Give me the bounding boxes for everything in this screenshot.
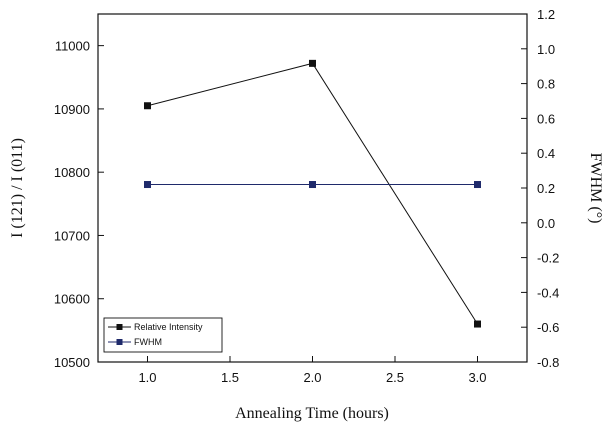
y-axis-left-title: I (121) / I (011) xyxy=(9,138,26,238)
y-right-tick-label: 0.0 xyxy=(537,216,555,231)
y-right-tick-label: 0.4 xyxy=(537,146,555,161)
y-left-tick-label: 10800 xyxy=(54,165,90,180)
data-point-fwhm xyxy=(474,181,481,189)
legend-label-relative-intensity: Relative Intensity xyxy=(134,322,203,332)
data-point-relative-intensity xyxy=(474,320,481,328)
data-point-fwhm xyxy=(144,181,151,189)
x-tick-label: 3.0 xyxy=(468,370,486,385)
x-tick-label: 2.5 xyxy=(386,370,404,385)
x-axis-title: Annealing Time (hours) xyxy=(235,405,389,422)
x-tick-label: 1.0 xyxy=(138,370,156,385)
y-right-tick-label: 1.0 xyxy=(537,42,555,57)
y-left-tick-label: 10900 xyxy=(54,102,90,117)
y-right-tick-label: -0.4 xyxy=(537,285,559,300)
y-left-tick-label: 11000 xyxy=(55,39,90,54)
data-point-relative-intensity xyxy=(144,102,151,110)
y-right-tick-label: 0.6 xyxy=(537,111,555,126)
y-left-tick-label: 10600 xyxy=(54,292,90,307)
x-tick-label: 1.5 xyxy=(221,370,239,385)
legend-marker-fwhm xyxy=(116,339,123,345)
series-layer xyxy=(144,59,481,328)
legend: Relative Intensity FWHM xyxy=(103,317,223,353)
y-right-tick-label: -0.8 xyxy=(537,355,559,370)
y-right-tick-label: 1.2 xyxy=(537,7,555,22)
y-left-tick-label: 10500 xyxy=(54,355,90,370)
legend-label-fwhm: FWHM xyxy=(134,337,162,347)
y-right-tick-label: 0.8 xyxy=(537,77,555,92)
y-right-tick-label: -0.6 xyxy=(537,320,559,335)
y-left-tick-label: 10700 xyxy=(54,228,90,243)
data-point-relative-intensity xyxy=(309,59,316,67)
ticks-layer: 1.0 1.5 2.0 2.5 3.0 10500 10600 10700 10800 10900… xyxy=(54,7,560,385)
x-tick-label: 2.0 xyxy=(303,370,321,385)
legend-marker-relative-intensity xyxy=(116,324,123,330)
data-point-fwhm xyxy=(309,181,316,189)
legend-box xyxy=(103,317,223,353)
y-right-tick-label: -0.2 xyxy=(537,251,559,266)
y-axis-right-title: FWHM (°) xyxy=(587,153,604,224)
y-right-tick-label: 0.2 xyxy=(537,181,555,196)
